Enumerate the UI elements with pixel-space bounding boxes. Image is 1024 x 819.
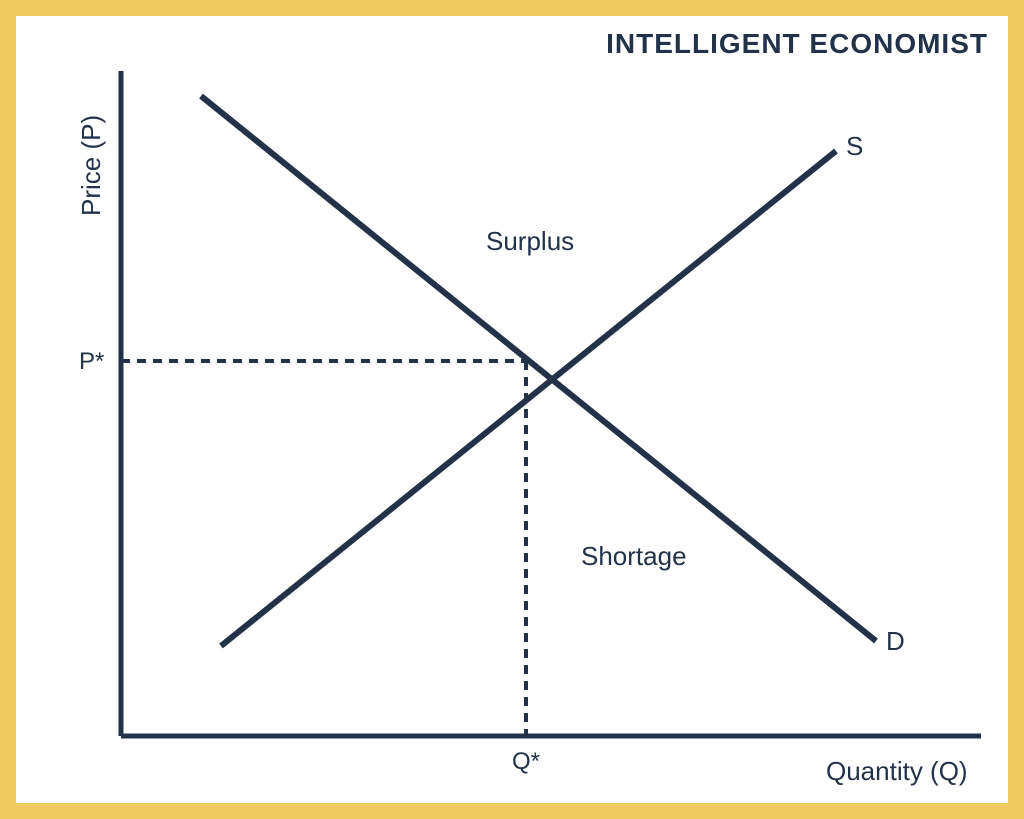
q-star-label: Q* [512, 748, 540, 776]
supply-label: S [846, 131, 863, 162]
chart-canvas: INTELLIGENT ECONOMIST Price (P) Quantity… [16, 16, 1008, 803]
demand-line [201, 96, 876, 641]
shortage-label: Shortage [581, 541, 687, 572]
p-star-label: P* [79, 348, 104, 376]
demand-label: D [886, 626, 905, 657]
y-axis-label: Price (P) [76, 115, 107, 216]
x-axis-label: Quantity (Q) [826, 756, 968, 787]
surplus-label: Surplus [486, 226, 574, 257]
